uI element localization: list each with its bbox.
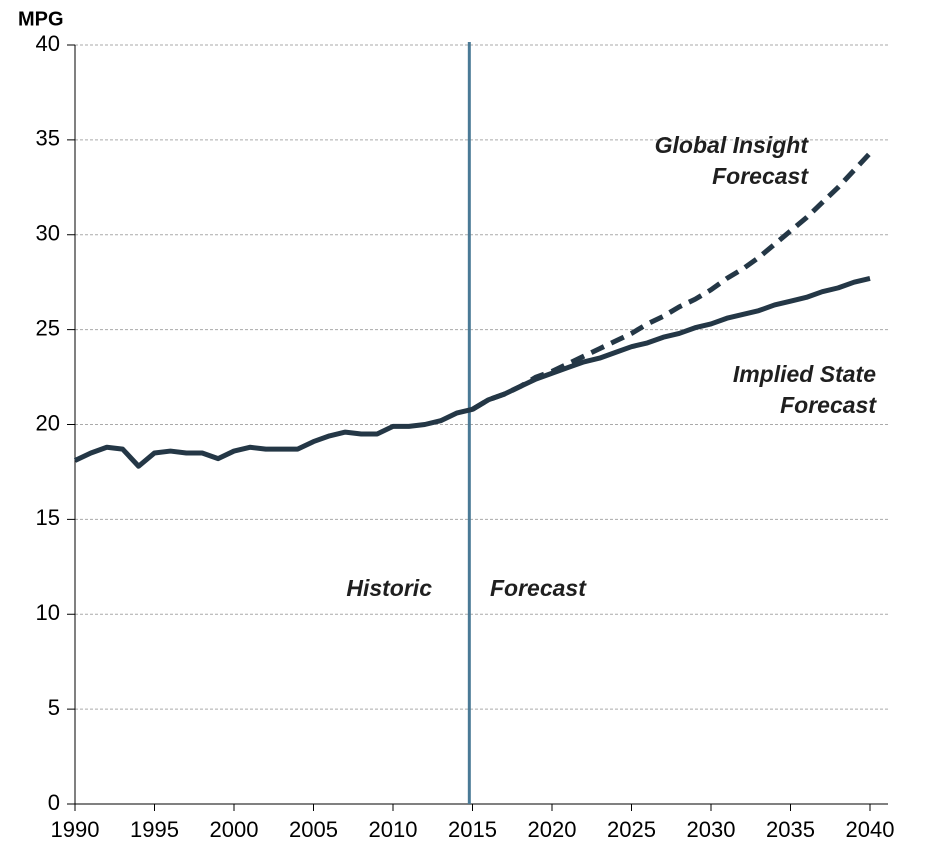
annotation: Forecast: [780, 392, 877, 418]
y-tick-label: 10: [36, 600, 60, 625]
y-tick-label: 40: [36, 31, 60, 56]
y-tick-label: 0: [48, 790, 60, 815]
x-tick-label: 2020: [528, 817, 577, 842]
y-tick-label: 15: [36, 505, 60, 530]
x-tick-label: 2025: [607, 817, 656, 842]
y-tick-label: 30: [36, 221, 60, 246]
annotation: Forecast: [490, 575, 587, 601]
y-tick-label: 35: [36, 126, 60, 151]
x-tick-label: 2035: [766, 817, 815, 842]
line: [73, 275, 871, 469]
annotation: Historic: [346, 575, 432, 601]
x-tick-label: 2010: [369, 817, 418, 842]
x-tick-label: 2000: [210, 817, 259, 842]
y-tick-label: 20: [36, 410, 60, 435]
x-tick-label: 2030: [687, 817, 736, 842]
x-tick-label: 1990: [51, 817, 100, 842]
x-tick-label: 2015: [448, 817, 497, 842]
x-tick-label: 2040: [846, 817, 895, 842]
annotation: Forecast: [712, 163, 809, 189]
annotation: Implied State: [733, 361, 876, 387]
y-tick-label: 5: [48, 695, 60, 720]
x-tick-label: 1995: [130, 817, 179, 842]
y-tick-label: 25: [36, 315, 60, 340]
y-axis-label: MPG: [18, 8, 64, 30]
x-tick-label: 2005: [289, 817, 338, 842]
annotation: Global Insight: [655, 132, 810, 158]
